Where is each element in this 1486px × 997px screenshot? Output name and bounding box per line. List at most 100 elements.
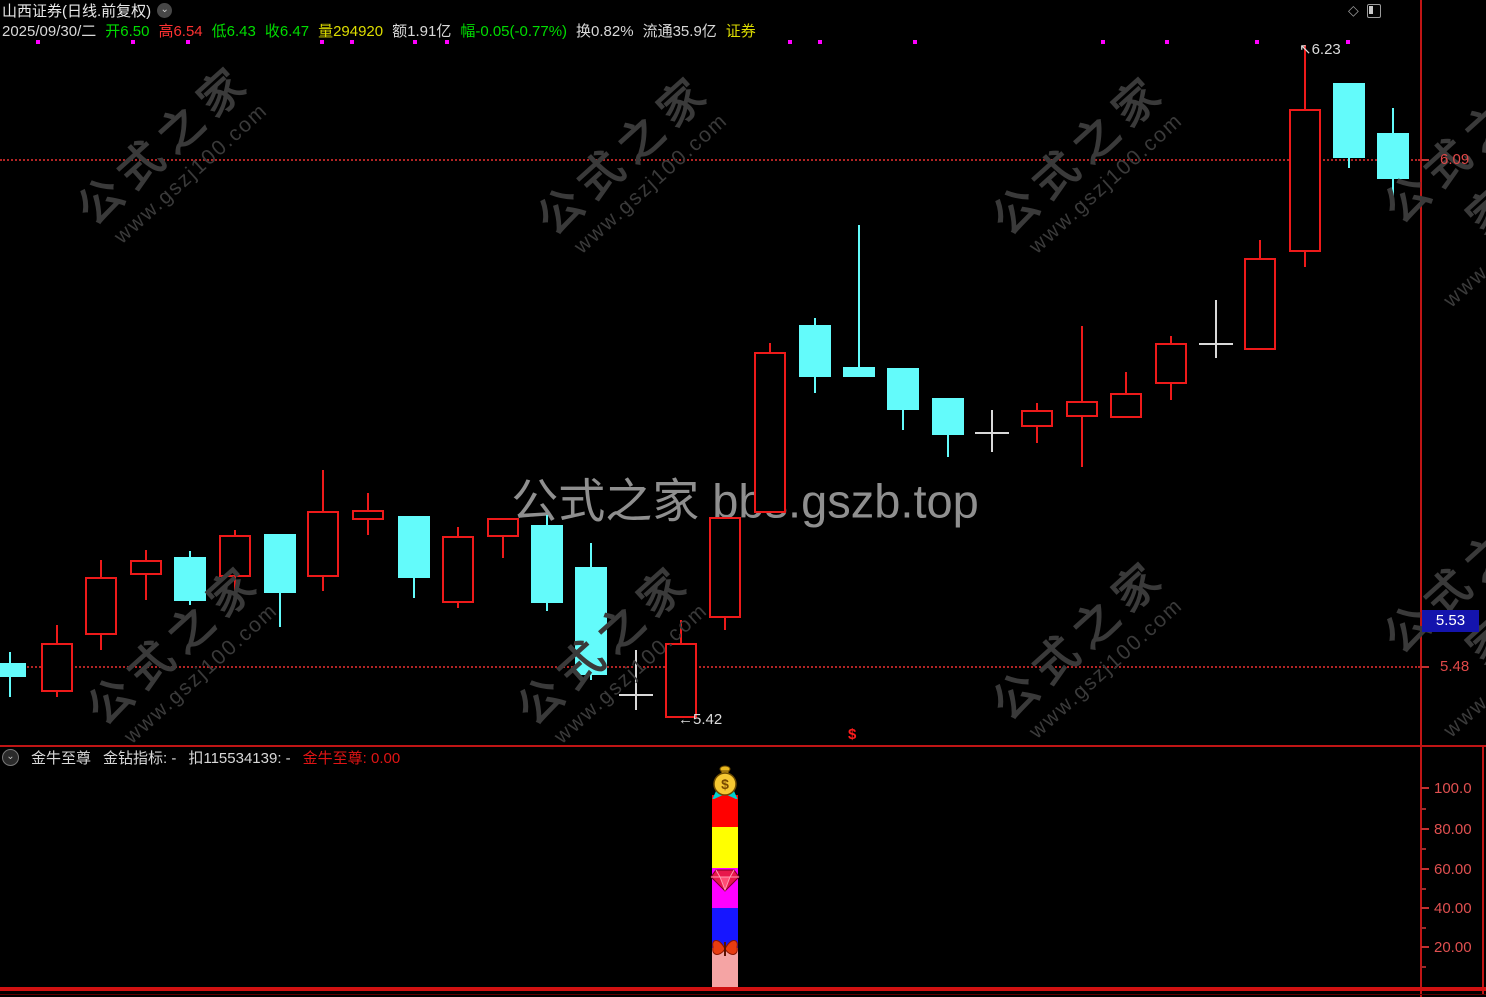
window-icon[interactable] [1366,3,1381,18]
magenta-signal-dot [788,40,792,44]
doji-candle [975,432,1009,434]
magenta-signal-dot [186,40,190,44]
doji-candle [619,694,653,696]
dotted-line-high [0,159,1420,161]
down-candle-body [843,367,875,377]
peak-annotation: ↖6.23 [1299,41,1341,58]
price-label-609: 6.09 [1440,151,1470,168]
indicator-axis-tick [1421,828,1429,830]
candle-wick [635,650,637,710]
magenta-signal-dot [1101,40,1105,44]
chevron-down-circle-icon[interactable]: ⌄ [2,749,19,766]
down-candle-body [264,534,296,593]
stock-info-row: 2025/09/30/二 开6.50 高6.54 低6.43 收6.47 量294920 额… [2,21,756,40]
up-candle-body [352,510,384,520]
magenta-signal-dot [1255,40,1259,44]
info-field: 量294920 [318,22,384,40]
info-field: 幅-0.05(-0.77%) [460,22,568,40]
magenta-signal-dot [131,40,135,44]
up-candle-body [442,536,474,603]
up-candle-body [709,517,741,618]
corner-icons: ◇ [1348,2,1381,19]
up-candle-body [1110,393,1142,418]
info-field: 2025/09/30/二 [2,22,97,40]
down-candle-body [575,567,607,675]
magenta-signal-dot [36,40,40,44]
magenta-signal-dot [1346,40,1350,44]
indicator-field-2: 扣115534139: - [188,750,291,767]
indicator-axis-minor-tick [1421,887,1426,890]
indicator-axis-label: 20.00 [1434,939,1472,956]
svg-text:$: $ [721,776,729,792]
down-candle-body [398,516,430,578]
indicator-field-3: 金牛至尊: 0.00 [302,750,401,767]
up-candle-body [754,352,786,513]
down-candle-body [932,398,964,435]
indicator-bar-segment [712,827,738,868]
info-field: 额1.91亿 [392,22,452,40]
up-candle-body [665,643,697,718]
down-candle-body [1377,133,1409,179]
bottom-border-line [0,994,1486,995]
axis-tick [1421,666,1429,668]
indicator-field-1: 金钻指标: - [103,750,177,767]
indicator-axis-label: 60.00 [1434,861,1472,878]
diamond-gem-icon [710,869,740,892]
indicator-axis-tick [1421,946,1429,948]
candle-wick [1215,300,1217,358]
up-candle-body [85,577,117,635]
up-candle-body [1289,109,1321,252]
indicator-axis-label: 80.00 [1434,821,1472,838]
trough-annotation: ←5.42 [678,711,723,728]
indicator-axis-minor-tick [1421,926,1426,929]
up-candle-body [307,511,339,577]
magenta-signal-dot [818,40,822,44]
doji-candle [1199,343,1233,345]
magenta-signal-dot [413,40,417,44]
axis-vertical-line [1420,0,1422,997]
down-candle-body [531,525,563,603]
down-candle-body [0,663,26,677]
indicator-axis-minor-tick [1421,966,1426,968]
magenta-signal-dot [1165,40,1169,44]
chevron-down-circle-icon[interactable]: ⌄ [157,2,173,18]
last-price-box: 5.53 [1422,610,1479,632]
indicator-name[interactable]: 金牛至尊 [31,750,92,767]
up-candle-body [487,518,519,537]
up-candle-body [1066,401,1098,417]
panel-separator-line [0,745,1486,747]
info-field: 高6.54 [158,22,203,40]
down-candle-body [887,368,919,410]
stock-title: 山西证券(日线.前复权) [2,2,152,20]
diamond-icon[interactable]: ◇ [1348,2,1359,18]
candle-wick [502,518,504,558]
butterfly-icon [712,940,738,956]
up-candle-body [130,560,162,575]
magenta-signal-dot [445,40,449,44]
down-candle-body [1333,83,1365,158]
info-field: 换0.82% [576,22,634,40]
indicator-axis-minor-tick [1421,848,1426,850]
down-candle-body [174,557,206,601]
indicator-axis-tick [1421,787,1429,789]
down-candle-body [799,325,831,377]
up-candle-body [1244,258,1276,350]
candle-wick [858,225,860,377]
dollar-marker: $ [848,726,857,743]
title-row: 山西证券(日线.前复权) ⌄ [2,1,173,20]
indicator-axis-tick [1421,907,1429,909]
magenta-signal-dot [320,40,324,44]
indicator-axis-label: 40.00 [1434,900,1472,917]
up-candle-body [219,535,251,577]
candle-wick [991,410,993,452]
up-candle-body [41,643,73,692]
up-candle-body [1021,410,1053,427]
info-field: 收6.47 [264,22,310,40]
up-candle-body [1155,343,1187,384]
money-bag-icon: $ [712,765,738,799]
magenta-signal-dot [350,40,354,44]
indicator-axis-label: 100.0 [1434,780,1472,797]
indicator-header: ⌄ 金牛至尊 金钻指标: - 扣115534139: - 金牛至尊: 0.00 [2,748,400,767]
candle-wick [1081,326,1083,467]
